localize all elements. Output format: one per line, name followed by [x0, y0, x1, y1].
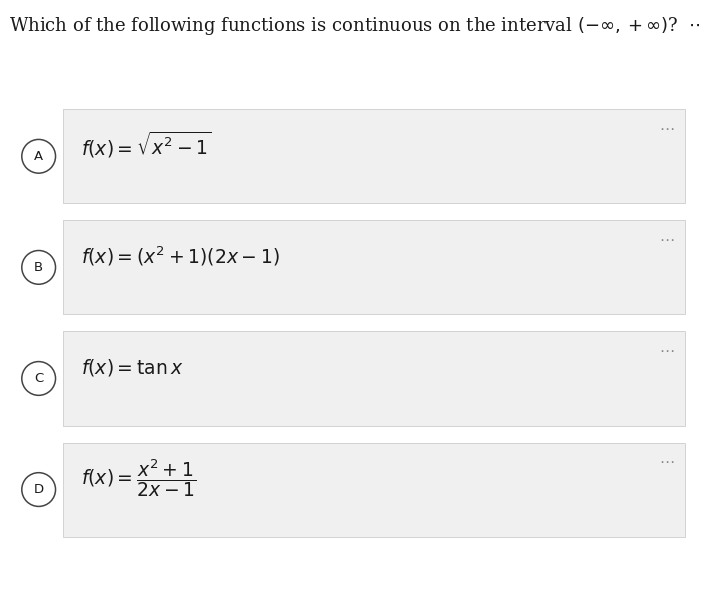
Text: B: B	[34, 261, 43, 274]
Ellipse shape	[22, 140, 56, 173]
Text: $\cdots$: $\cdots$	[659, 231, 675, 246]
Text: $\cdots$: $\cdots$	[659, 120, 675, 135]
Text: $\cdots$: $\cdots$	[659, 453, 675, 469]
Text: $f(x) = \tan x$: $f(x) = \tan x$	[81, 357, 183, 378]
Text: $f(x) = \dfrac{x^2 + 1}{2x - 1}$: $f(x) = \dfrac{x^2 + 1}{2x - 1}$	[81, 458, 196, 499]
Ellipse shape	[22, 251, 56, 284]
FancyBboxPatch shape	[63, 109, 685, 203]
FancyBboxPatch shape	[63, 331, 685, 426]
Text: D: D	[34, 483, 44, 496]
Text: $f(x) = (x^2 + 1)(2x - 1)$: $f(x) = (x^2 + 1)(2x - 1)$	[81, 245, 280, 268]
FancyBboxPatch shape	[63, 220, 685, 314]
Text: Which of the following functions is continuous on the interval $(-\infty, +\inft: Which of the following functions is cont…	[9, 15, 703, 37]
Ellipse shape	[22, 473, 56, 506]
Text: A: A	[34, 150, 43, 163]
Text: C: C	[34, 372, 44, 385]
FancyBboxPatch shape	[63, 443, 685, 537]
Text: $\cdots$: $\cdots$	[659, 342, 675, 358]
Ellipse shape	[22, 362, 56, 395]
Text: $f(x) = \sqrt{x^2 - 1}$: $f(x) = \sqrt{x^2 - 1}$	[81, 130, 212, 160]
